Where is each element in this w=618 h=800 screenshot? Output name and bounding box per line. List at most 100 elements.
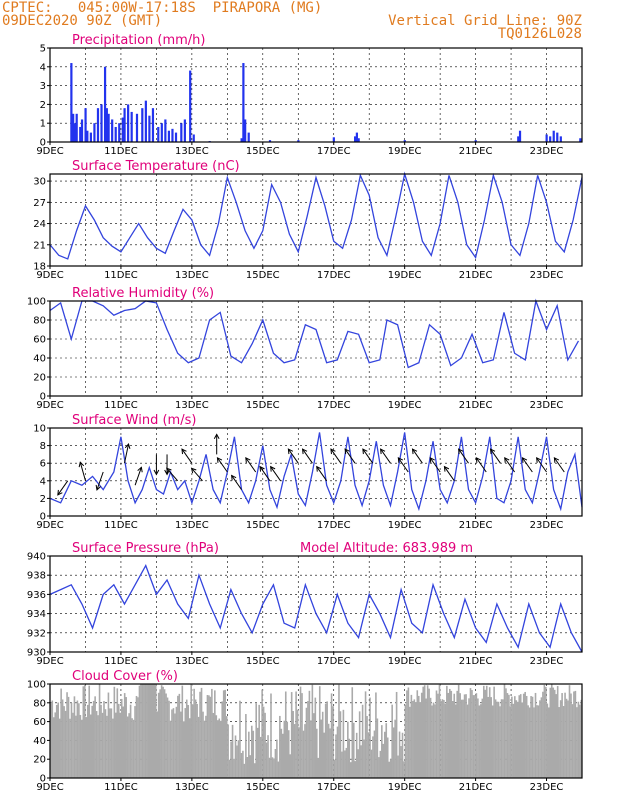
cloud-bar [407, 687, 410, 778]
cloud-bar [298, 727, 300, 778]
cloud-bar [146, 684, 148, 778]
cloud-bar [561, 693, 563, 778]
cloud-bar [183, 721, 185, 778]
cloud-bar [543, 684, 546, 778]
wind-arrow-head [259, 465, 265, 472]
cloud-bar [302, 730, 305, 778]
cloud-bar [545, 686, 547, 778]
cloud-bar [539, 700, 541, 778]
panel-frame [49, 427, 583, 517]
precip-bar [89, 132, 92, 142]
cloud-bar [474, 695, 476, 778]
cloud-bar [525, 695, 528, 778]
cloud-bar [224, 689, 226, 778]
cloud-bar [70, 702, 73, 778]
precip-bar [107, 113, 110, 142]
precip-bar [164, 119, 167, 142]
cloud-bar [270, 693, 272, 778]
cloud-bar [395, 691, 398, 778]
cloud-bar [199, 691, 201, 778]
cloud-bar [499, 706, 501, 778]
cloud-bar [406, 690, 408, 778]
cloud-bar [358, 711, 361, 778]
cloud-bar [143, 684, 145, 778]
x-tick-label: 11DEC [104, 520, 138, 531]
x-tick-label: 9DEC [36, 520, 63, 531]
x-tick-label: 13DEC [175, 656, 209, 667]
cloud-bar [360, 745, 362, 778]
cloud-bar [175, 706, 178, 778]
x-tick-label: 17DEC [317, 400, 351, 411]
x-tick-label: 11DEC [104, 146, 138, 157]
panel-title: Cloud Cover (%) [72, 669, 178, 684]
cloud-bar [221, 701, 224, 778]
cloud-bar [338, 684, 340, 778]
y-tick-label: 60 [33, 335, 46, 346]
cloud-bar [141, 684, 144, 778]
cloud-bar [61, 699, 64, 778]
cloud-bar [116, 688, 119, 778]
wind-arrow-head [181, 448, 187, 455]
wind-arrow [444, 466, 455, 482]
header-grid-info: Vertical Grid Line: 90Z [388, 13, 582, 29]
y-tick-label: 4 [40, 476, 46, 487]
precip-bar [80, 119, 84, 142]
x-tick-label: 21DEC [459, 400, 493, 411]
cloud-bar [514, 696, 516, 778]
y-tick-label: 60 [33, 717, 46, 728]
cloud-bar [471, 690, 473, 778]
cloud-bar [255, 703, 258, 778]
cloud-bar [388, 761, 391, 778]
wind-arrow [330, 448, 342, 464]
cloud-bar [310, 720, 312, 778]
x-tick-label: 15DEC [246, 656, 280, 667]
x-tick-label: 11DEC [104, 782, 138, 793]
cloud-bar [296, 709, 299, 778]
precip-bar [556, 132, 559, 142]
cloud-bar [225, 716, 228, 778]
cloud-bar [562, 706, 565, 778]
wind-arrow-head [164, 469, 170, 476]
cloud-bar [63, 706, 65, 778]
cloud-bar [490, 697, 492, 778]
x-tick-label: 9DEC [36, 270, 63, 281]
wind-arrow-head [78, 461, 85, 468]
cloud-bar [67, 696, 70, 778]
cloud-bar [487, 696, 490, 778]
cloud-bar [211, 688, 213, 778]
cloud-bar [154, 684, 157, 778]
cloud-bar [324, 703, 327, 778]
panel-4: 930 932 934 936 938 940 9DEC 11DEC 13DEC 15DEC 17D… [27, 541, 583, 667]
cloud-bar [160, 685, 163, 778]
panel-1: 18 21 24 27 30 9DEC 11DEC 13DEC 15DEC 17DEC 19DEC 2… [33, 159, 583, 281]
cloud-bar [147, 684, 150, 778]
precip-bar [297, 140, 300, 142]
cloud-bar [522, 693, 525, 778]
cloud-bar [412, 700, 414, 778]
wind-arrow-head [213, 433, 220, 440]
cloud-bar [86, 704, 89, 778]
cloud-bar [329, 728, 331, 778]
precip-bar [474, 140, 477, 142]
cloud-bar [512, 703, 515, 778]
cloud-bar [332, 706, 334, 778]
header-model-id: TQ0126L028 [497, 26, 582, 42]
cloud-bar [460, 699, 463, 778]
cloud-bar [508, 694, 510, 778]
cloud-bar [515, 700, 518, 778]
cloud-bar [253, 763, 256, 778]
cloud-bar [391, 704, 393, 778]
cloud-bar [212, 712, 215, 778]
cloud-bar [265, 742, 268, 778]
wind-arrow-head [270, 465, 276, 472]
panel-annotation: Model Altitude: 683.989 m [300, 541, 473, 556]
precip-bar [135, 113, 139, 142]
cloud-bar [246, 757, 249, 778]
precip-bar [144, 100, 147, 142]
cloud-bar [94, 696, 96, 778]
cloud-bar [106, 715, 108, 778]
cloud-bar [107, 692, 110, 778]
cloud-bar [453, 693, 456, 778]
x-tick-label: 15DEC [246, 520, 280, 531]
cloud-bar [488, 687, 491, 778]
